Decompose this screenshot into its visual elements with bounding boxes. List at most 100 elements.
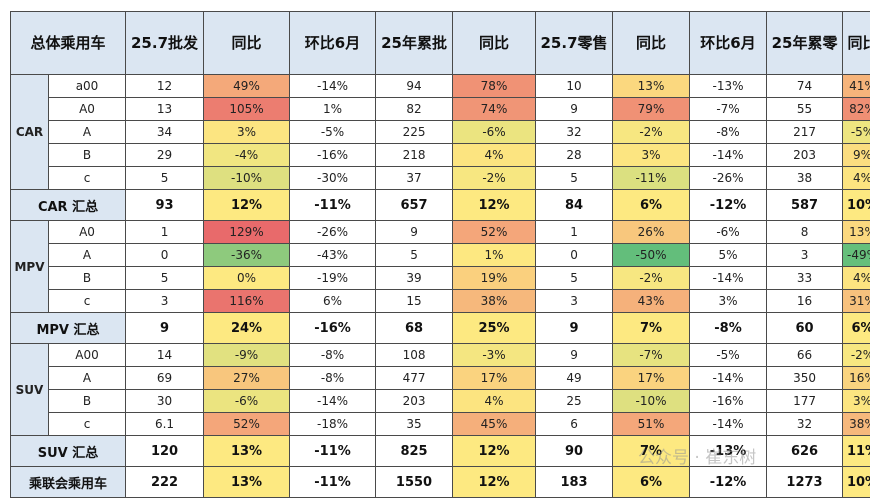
cell-retail-ytd: 350	[767, 367, 843, 390]
cell-retail-ytd: 217	[767, 121, 843, 144]
header-wholesale-mom: 环比6月	[290, 12, 376, 75]
summary-wholesale-ytd: 825	[376, 436, 453, 467]
cell-retail-mom: -14%	[690, 267, 767, 290]
cell-wholesale-ytd-yoy: 38%	[453, 290, 536, 313]
cell-wholesale-jul: 29	[126, 144, 204, 167]
cell-wholesale-ytd-yoy: -3%	[453, 344, 536, 367]
summary-retail-ytd: 626	[767, 436, 843, 467]
cell-retail-mom: -13%	[690, 75, 767, 98]
cell-wholesale-mom: -14%	[290, 75, 376, 98]
total-retail-mom: -12%	[690, 467, 767, 498]
cell-retail-ytd: 3	[767, 244, 843, 267]
cell-retail-ytd-yoy: 38%	[843, 413, 870, 436]
cell-retail-jul: 25	[536, 390, 613, 413]
cell-retail-ytd-yoy: 16%	[843, 367, 870, 390]
cell-retail-mom: -8%	[690, 121, 767, 144]
cell-retail-ytd-yoy: 13%	[843, 221, 870, 244]
cell-segment: A0	[49, 221, 126, 244]
header-category: 总体乘用车	[11, 12, 126, 75]
header-retail-ytd: 25年累零	[767, 12, 843, 75]
cell-segment: a00	[49, 75, 126, 98]
cell-retail-ytd: 16	[767, 290, 843, 313]
cell-wholesale-yoy: 49%	[204, 75, 290, 98]
cell-retail-ytd: 38	[767, 167, 843, 190]
cell-retail-mom: -26%	[690, 167, 767, 190]
cell-wholesale-ytd-yoy: 4%	[453, 144, 536, 167]
cell-wholesale-mom: 1%	[290, 98, 376, 121]
cell-retail-jul: 6	[536, 413, 613, 436]
cell-retail-jul: 9	[536, 344, 613, 367]
cell-wholesale-jul: 5	[126, 267, 204, 290]
cell-retail-yoy: 26%	[613, 221, 690, 244]
cell-wholesale-ytd: 203	[376, 390, 453, 413]
total-retail-yoy: 6%	[613, 467, 690, 498]
cell-segment: A	[49, 121, 126, 144]
cell-wholesale-ytd-yoy: 1%	[453, 244, 536, 267]
cell-wholesale-ytd: 5	[376, 244, 453, 267]
cell-retail-ytd: 8	[767, 221, 843, 244]
summary-retail-jul: 84	[536, 190, 613, 221]
cell-retail-jul: 32	[536, 121, 613, 144]
summary-retail-yoy: 6%	[613, 190, 690, 221]
summary-label: MPV 汇总	[11, 313, 126, 344]
cell-wholesale-yoy: 27%	[204, 367, 290, 390]
cell-segment: B	[49, 267, 126, 290]
cell-wholesale-mom: -43%	[290, 244, 376, 267]
cell-wholesale-ytd: 37	[376, 167, 453, 190]
cell-wholesale-mom: -18%	[290, 413, 376, 436]
cell-wholesale-jul: 3	[126, 290, 204, 313]
cell-retail-ytd: 74	[767, 75, 843, 98]
summary-wholesale-mom: -16%	[290, 313, 376, 344]
cell-wholesale-ytd-yoy: 45%	[453, 413, 536, 436]
cell-segment: c	[49, 290, 126, 313]
cell-retail-ytd: 32	[767, 413, 843, 436]
cell-wholesale-mom: -8%	[290, 367, 376, 390]
total-retail-jul: 183	[536, 467, 613, 498]
cell-wholesale-ytd-yoy: -2%	[453, 167, 536, 190]
cell-retail-mom: 3%	[690, 290, 767, 313]
cell-retail-ytd: 33	[767, 267, 843, 290]
cell-retail-yoy: 3%	[613, 144, 690, 167]
cell-wholesale-jul: 34	[126, 121, 204, 144]
cell-retail-ytd-yoy: 31%	[843, 290, 870, 313]
header-wholesale-yoy: 同比	[204, 12, 290, 75]
summary-wholesale-yoy: 13%	[204, 436, 290, 467]
cell-segment: c	[49, 413, 126, 436]
cell-wholesale-jul: 69	[126, 367, 204, 390]
cell-wholesale-jul: 12	[126, 75, 204, 98]
total-retail-ytd: 1273	[767, 467, 843, 498]
summary-retail-jul: 9	[536, 313, 613, 344]
cell-wholesale-yoy: -4%	[204, 144, 290, 167]
passenger-vehicle-sales-table: 总体乘用车 25.7批发 同比 环比6月 25年累批 同比 25.7零售 同比 …	[10, 11, 870, 498]
cell-wholesale-jul: 0	[126, 244, 204, 267]
cell-wholesale-ytd: 225	[376, 121, 453, 144]
cell-wholesale-ytd: 108	[376, 344, 453, 367]
cell-retail-ytd-yoy: -5%	[843, 121, 870, 144]
header-row: 总体乘用车 25.7批发 同比 环比6月 25年累批 同比 25.7零售 同比 …	[11, 12, 870, 75]
cell-wholesale-mom: -19%	[290, 267, 376, 290]
cell-retail-ytd-yoy: 4%	[843, 167, 870, 190]
total-wholesale-ytd: 1550	[376, 467, 453, 498]
cell-retail-ytd: 66	[767, 344, 843, 367]
cell-wholesale-yoy: -9%	[204, 344, 290, 367]
cell-wholesale-yoy: -36%	[204, 244, 290, 267]
summary-label: SUV 汇总	[11, 436, 126, 467]
cell-wholesale-mom: -26%	[290, 221, 376, 244]
cell-wholesale-ytd-yoy: 52%	[453, 221, 536, 244]
cell-wholesale-ytd: 35	[376, 413, 453, 436]
cell-wholesale-ytd: 82	[376, 98, 453, 121]
header-wholesale-ytd-yoy: 同比	[453, 12, 536, 75]
group-label: CAR	[11, 75, 49, 190]
summary-retail-ytd-yoy: 10%	[843, 190, 870, 221]
cell-retail-jul: 49	[536, 367, 613, 390]
summary-retail-ytd-yoy: 6%	[843, 313, 870, 344]
cell-retail-mom: 5%	[690, 244, 767, 267]
cell-wholesale-mom: -30%	[290, 167, 376, 190]
cell-segment: A0	[49, 98, 126, 121]
